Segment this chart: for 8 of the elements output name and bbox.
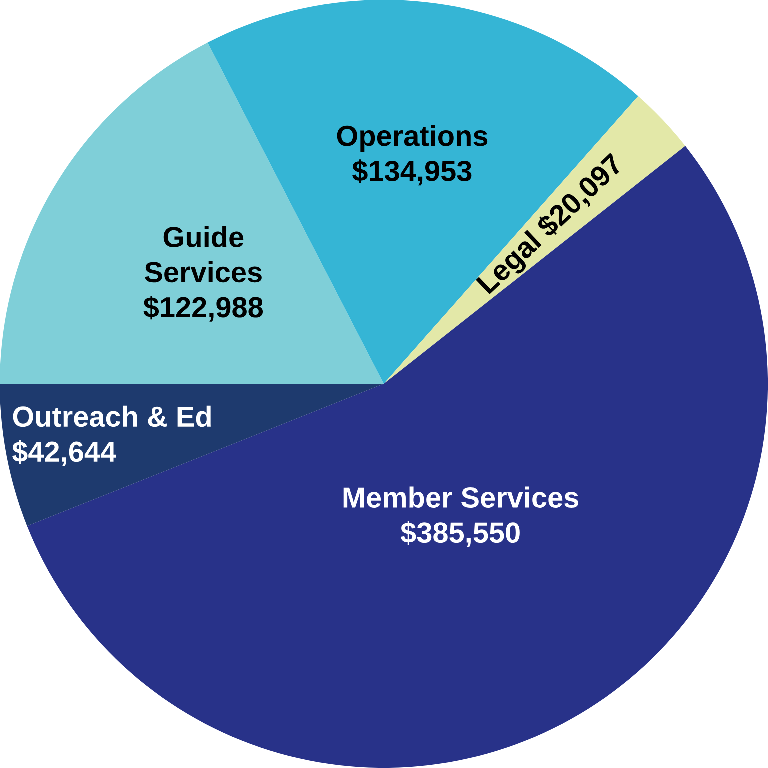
- slice-label: Operations: [337, 125, 488, 152]
- data-label: $42,644: [12, 440, 116, 466]
- slice-label: Member Services: [344, 486, 578, 508]
- data-label: $134,953: [352, 160, 472, 186]
- slice-label: Guide Services: [144, 226, 262, 283]
- data-label: $122,988: [144, 296, 264, 322]
- slice-label: Outreach & Ed: [13, 406, 211, 428]
- data-label: $385,550: [400, 521, 520, 548]
